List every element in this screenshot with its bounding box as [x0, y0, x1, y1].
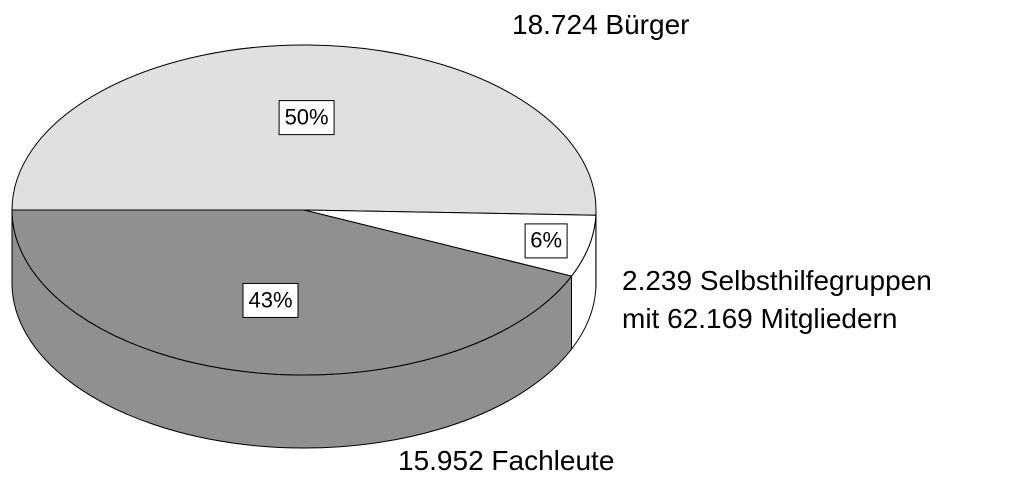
value-label: 50%	[285, 104, 329, 129]
value-label: 6%	[530, 228, 562, 253]
category-label: 18.724 Bürger	[512, 9, 690, 40]
label-box	[278, 100, 335, 136]
value-label: 43%	[248, 287, 292, 312]
label-box	[524, 223, 568, 259]
label-box	[242, 282, 299, 318]
category-label: 15.952 Fachleute	[398, 445, 615, 476]
category-label: 2.239 Selbsthilfegruppen mit 62.169 Mitg…	[622, 265, 932, 334]
